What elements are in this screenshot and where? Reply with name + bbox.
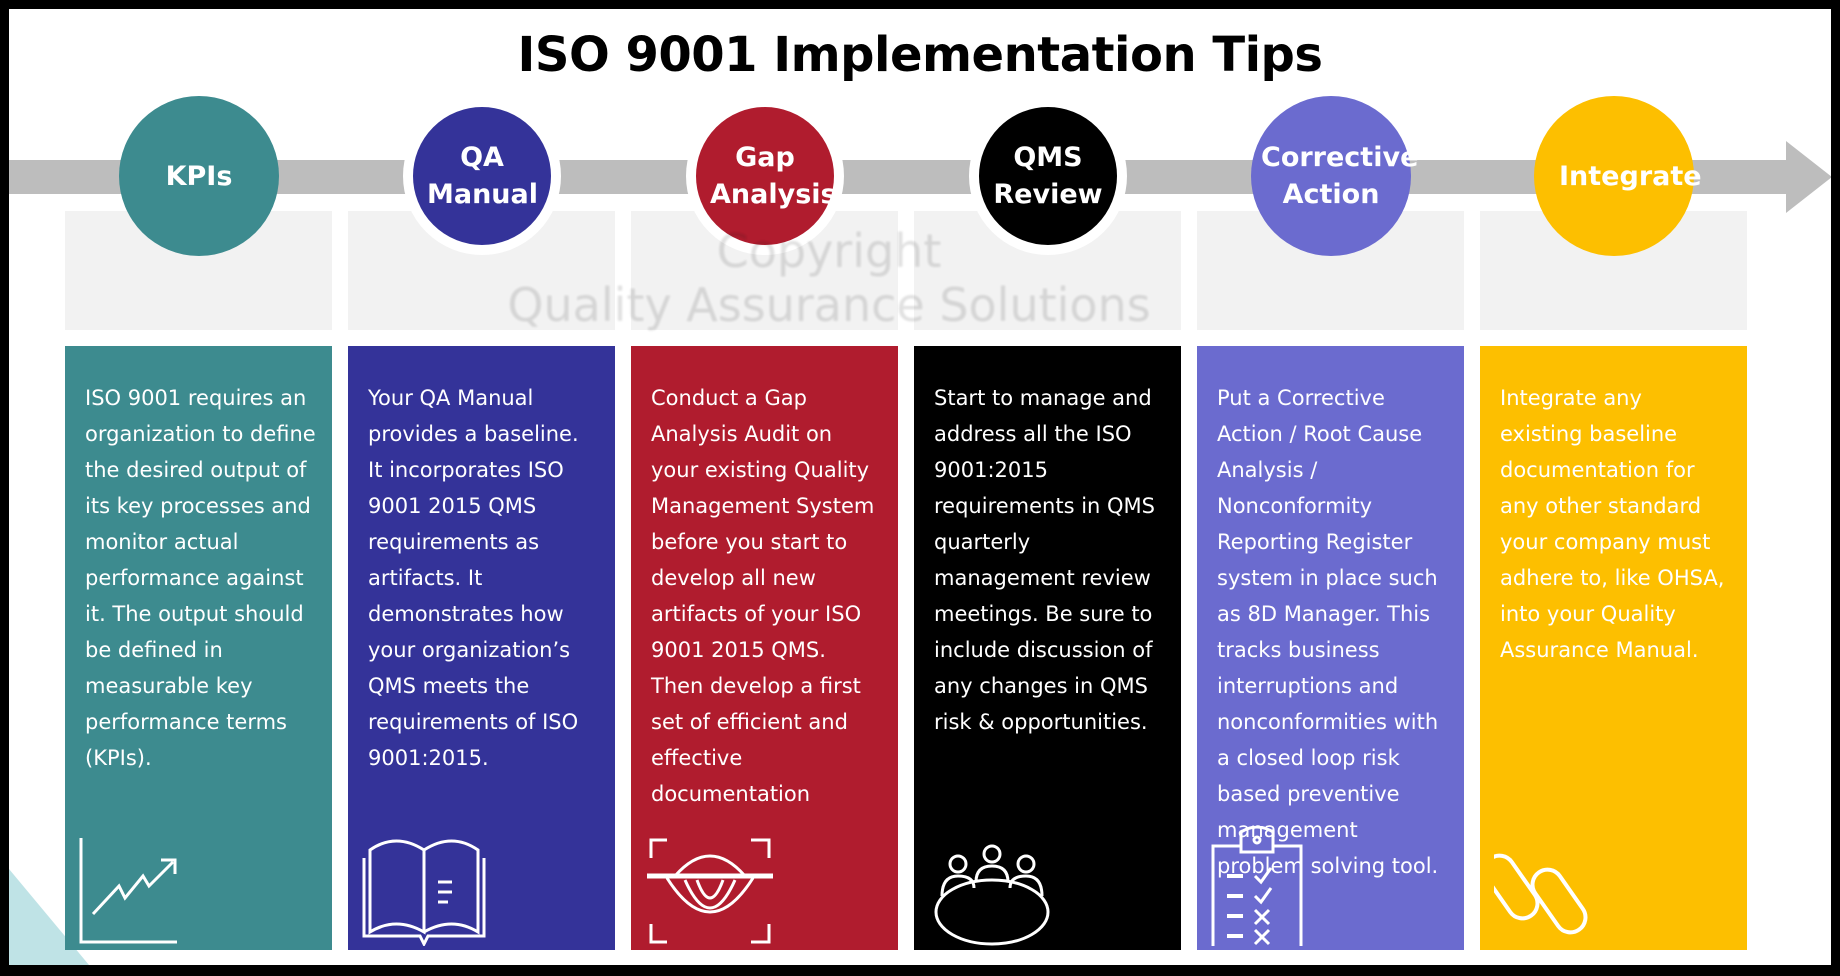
chain-link-icon [1482, 836, 1604, 950]
eye-scan-icon [645, 836, 775, 950]
step-card: Put a Corrective Action / Root Cause Ana… [1197, 346, 1464, 950]
step-description: Start to manage and address all the ISO … [934, 386, 1155, 734]
step-label: Integrate [1559, 160, 1702, 192]
step-circle: Integrate [1534, 96, 1702, 256]
chart-trend-up-icon [79, 836, 189, 950]
open-book-icon [362, 836, 492, 950]
step-description: Put a Corrective Action / Root Cause Ana… [1217, 386, 1439, 878]
checklist-clipboard-icon [1211, 825, 1311, 950]
step-card: Your QA Manual provides a baseline. It i… [348, 346, 615, 950]
step-card: Integrate any existing baseline document… [1480, 346, 1747, 950]
step-description: ISO 9001 requires an organization to def… [85, 386, 316, 770]
step-description: Integrate any existing baseline document… [1500, 386, 1725, 662]
timeline-arrow-head [1786, 141, 1831, 213]
step-label: KPIs [165, 160, 233, 192]
step-circle: Corrective Action [1251, 96, 1419, 256]
step-description: Conduct a Gap Analysis Audit on your exi… [651, 386, 875, 806]
step-circle: QMS Review [969, 97, 1127, 255]
page-title: ISO 9001 Implementation Tips [517, 27, 1323, 83]
timeline-arrow-band [9, 160, 1799, 194]
meeting-table-icon [928, 836, 1058, 950]
step-label: Gap Analysis [710, 142, 837, 210]
slide: ISO 9001 Implementation Tips ISO 9001 re… [9, 9, 1831, 965]
step-label: Corrective Action [1261, 142, 1419, 210]
step-card: Start to manage and address all the ISO … [914, 346, 1181, 950]
step-circle: Gap Analysis [686, 97, 844, 255]
step-circle: KPIs [119, 96, 279, 256]
step-description: Your QA Manual provides a baseline. It i… [368, 386, 579, 770]
step-card: ISO 9001 requires an organization to def… [65, 346, 332, 950]
step-card: Conduct a Gap Analysis Audit on your exi… [631, 346, 898, 950]
step-circle: QA Manual [403, 97, 561, 255]
step-label: QA Manual [427, 142, 539, 210]
step-label: QMS Review [993, 142, 1103, 210]
